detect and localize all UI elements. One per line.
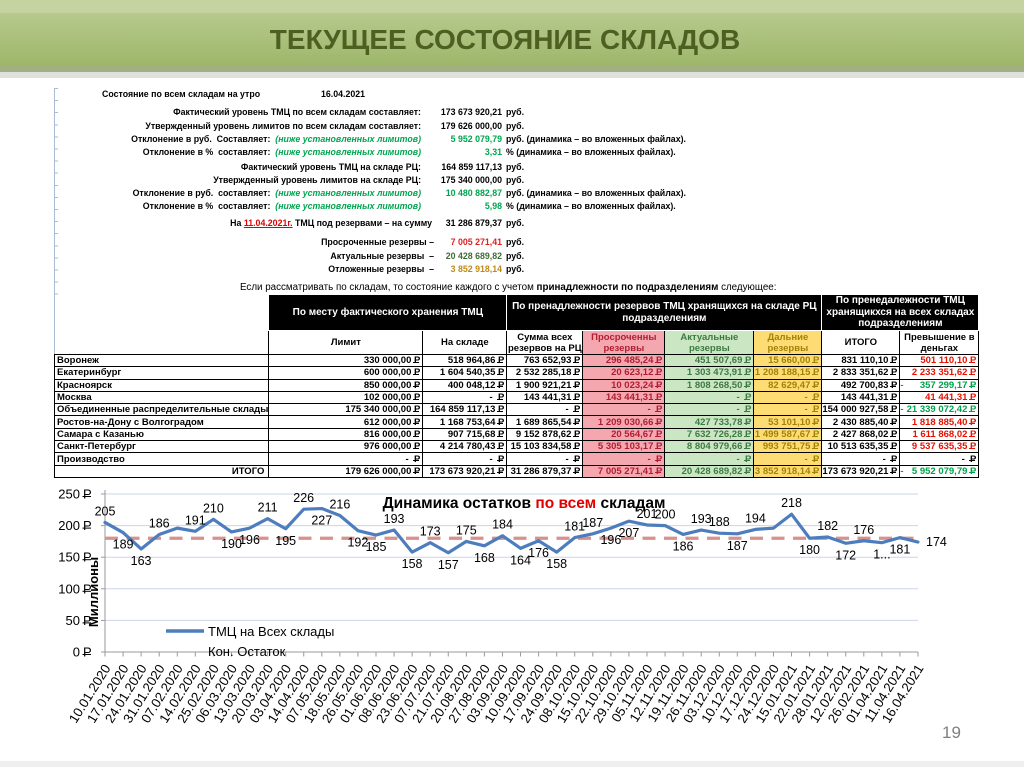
svg-text:201: 201: [637, 507, 658, 521]
svg-text:176: 176: [528, 546, 549, 560]
svg-text:ТМЦ на Всех склады: ТМЦ на Всех склады: [208, 624, 334, 639]
svg-text:250: 250: [58, 487, 80, 502]
svg-text:187: 187: [582, 516, 603, 530]
svg-text:205: 205: [95, 504, 116, 518]
svg-text:193: 193: [384, 512, 405, 526]
svg-text:Р: Р: [83, 581, 92, 596]
svg-text:173: 173: [420, 525, 441, 539]
svg-text:1...: 1...: [873, 548, 890, 562]
svg-text:100: 100: [58, 581, 80, 596]
svg-text:200: 200: [655, 508, 676, 522]
svg-text:157: 157: [438, 558, 459, 572]
svg-text:193: 193: [691, 512, 712, 526]
svg-text:168: 168: [474, 551, 495, 565]
svg-text:191: 191: [185, 513, 206, 527]
svg-text:190: 190: [221, 537, 242, 551]
svg-text:Р: Р: [83, 550, 92, 565]
svg-text:186: 186: [673, 539, 694, 553]
svg-text:194: 194: [745, 511, 766, 525]
svg-text:Динамика остатков по всем скла: Динамика остатков по всем складам: [383, 495, 666, 512]
svg-text:182: 182: [817, 519, 838, 533]
svg-text:Кон. Остаток: Кон. Остаток: [208, 644, 286, 659]
svg-text:187: 187: [727, 539, 748, 553]
svg-text:207: 207: [618, 526, 639, 540]
svg-text:50: 50: [66, 613, 80, 628]
svg-text:158: 158: [546, 557, 567, 571]
svg-text:Р: Р: [83, 613, 92, 628]
svg-text:158: 158: [402, 557, 423, 571]
svg-text:Миллионы: Миллионы: [86, 557, 101, 627]
svg-text:164: 164: [510, 553, 531, 567]
svg-text:163: 163: [131, 554, 152, 568]
svg-text:Р: Р: [83, 518, 92, 533]
svg-text:226: 226: [293, 491, 314, 505]
svg-text:174: 174: [926, 535, 947, 549]
svg-text:184: 184: [492, 518, 513, 532]
svg-text:196: 196: [239, 533, 260, 547]
svg-text:175: 175: [456, 523, 477, 537]
svg-text:227: 227: [311, 514, 332, 528]
svg-text:200: 200: [58, 518, 80, 533]
svg-text:0: 0: [73, 645, 80, 660]
svg-text:186: 186: [149, 516, 170, 530]
svg-text:181: 181: [564, 520, 585, 534]
svg-text:180: 180: [799, 543, 820, 557]
svg-text:185: 185: [366, 540, 387, 554]
svg-text:176: 176: [853, 523, 874, 537]
svg-text:Р: Р: [83, 645, 92, 660]
svg-text:211: 211: [258, 501, 278, 515]
svg-text:189: 189: [113, 538, 134, 552]
svg-text:195: 195: [275, 534, 296, 548]
svg-text:216: 216: [329, 498, 350, 512]
svg-text:172: 172: [835, 548, 856, 562]
svg-text:218: 218: [781, 496, 802, 510]
svg-text:150: 150: [58, 550, 80, 565]
svg-text:Р: Р: [83, 487, 92, 502]
svg-text:188: 188: [709, 515, 730, 529]
svg-text:210: 210: [203, 501, 224, 515]
svg-text:196: 196: [600, 533, 621, 547]
svg-text:192: 192: [347, 536, 368, 550]
svg-text:181: 181: [889, 543, 910, 557]
